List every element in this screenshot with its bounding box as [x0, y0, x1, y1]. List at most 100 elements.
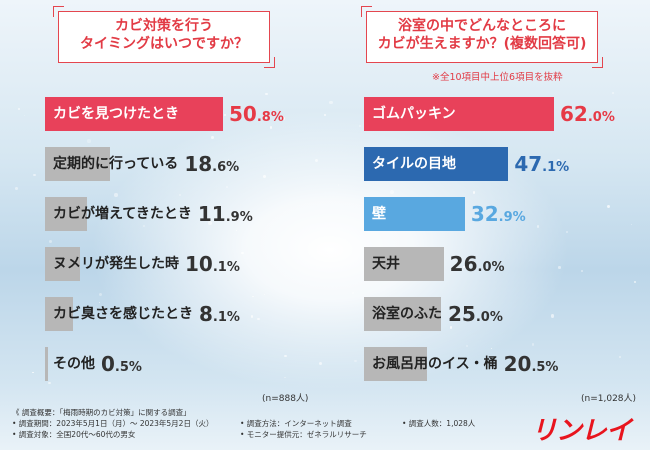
right-bar-value-0: 62.0%	[560, 97, 615, 135]
sparkle-decoration	[618, 355, 622, 359]
sparkle-decoration	[211, 136, 215, 139]
right-chart-title: 浴室の中でどんなところに カビが生えますか？(複数回答可)	[361, 6, 603, 68]
right-bar-value-5: 20.5%	[504, 347, 559, 385]
sparkle-decoration	[536, 225, 539, 228]
sparkle-decoration	[241, 251, 244, 255]
sparkle-decoration	[160, 210, 163, 214]
sparkle-decoration	[236, 230, 238, 232]
left-bar-value-dec-2: .9%	[225, 210, 253, 225]
sparkle-decoration	[606, 204, 611, 209]
right-bar-value-4: 25.0%	[448, 297, 503, 335]
left-bar-value-5: 0.5%	[101, 347, 142, 385]
right-bar-value-int-3: 26	[449, 252, 478, 276]
right-bar-value-int-0: 62	[560, 102, 588, 126]
sparkle-decoration	[17, 108, 20, 111]
sparkle-decoration	[389, 190, 394, 194]
right-bar-3	[364, 247, 444, 281]
sparkle-decoration	[15, 187, 19, 190]
sparkle-decoration	[612, 92, 614, 94]
left-bar-value-dec-1: .6%	[212, 160, 240, 175]
left-bar-value-0: 50.8%	[229, 97, 284, 135]
left-bar-value-dec-4: .1%	[212, 310, 240, 325]
sparkle-decoration	[224, 113, 227, 116]
right-bar-label-5: お風呂用のイス・桶	[372, 356, 498, 372]
footer-provider: • モニター提供元：ゼネラルリサーチ	[240, 430, 367, 439]
left-chart-title: カビ対策を行う タイミングはいつですか？	[53, 6, 275, 68]
rinrei-logo: リンレイ	[531, 416, 632, 446]
sparkle-decoration	[282, 116, 286, 120]
right-bar-value-dec-2: .9%	[498, 210, 526, 225]
sparkle-decoration	[463, 266, 465, 268]
left-bar-label-0: カビを見つけたとき	[53, 106, 179, 122]
left-bar-value-dec-0: .8%	[256, 110, 284, 125]
sparkle-decoration	[550, 314, 555, 318]
right-bar-value-int-5: 20	[503, 352, 532, 376]
sparkle-decoration	[151, 312, 154, 315]
sparkle-decoration	[324, 113, 327, 116]
sparkle-decoration	[269, 126, 273, 129]
left-bar-value-int-1: 18	[184, 152, 213, 176]
left-bar-value-1: 18.6%	[184, 147, 239, 185]
sparkle-decoration	[87, 139, 91, 143]
sparkle-decoration	[358, 124, 362, 128]
left-bar-value-dec-5: .5%	[114, 360, 142, 375]
right-bar-value-1: 47.1%	[514, 147, 569, 185]
left-bar-1	[45, 147, 111, 181]
sparkle-decoration	[178, 193, 182, 197]
left-title-line-2: タイミングはいつですか？	[80, 36, 248, 52]
right-bar-label-3: 天井	[372, 256, 400, 272]
left-title-line-1: カビ対策を行う	[115, 18, 213, 34]
left-sample-size: (n=888人)	[262, 394, 309, 404]
left-bar-value-4: 8.1%	[199, 297, 240, 335]
left-bar-value-int-5: 0	[101, 352, 115, 376]
sparkle-decoration	[284, 376, 286, 379]
sparkle-decoration	[101, 258, 105, 262]
right-bar-value-3: 26.0%	[450, 247, 505, 285]
sparkle-decoration	[329, 100, 334, 105]
sparkle-decoration	[472, 191, 476, 194]
left-bar-3	[45, 247, 81, 281]
sparkle-decoration	[630, 223, 633, 226]
right-bar-5	[364, 347, 427, 381]
left-bar-value-int-0: 50	[229, 102, 257, 126]
right-bar-value-dec-4: .0%	[475, 310, 503, 325]
sparkle-decoration	[314, 158, 319, 163]
footer-count: • 調査人数：1,028人	[402, 419, 476, 428]
left-bar-value-int-3: 10	[185, 252, 213, 276]
right-bar-value-dec-0: .0%	[587, 110, 615, 125]
sparkle-decoration	[142, 207, 146, 210]
sparkle-decoration	[352, 291, 355, 294]
left-bar-label-3: ヌメリが発生した時	[53, 256, 179, 272]
right-chart-note: ※全10項目中上位6項目を抜粋	[432, 72, 563, 83]
right-bar-value-int-4: 25	[448, 302, 476, 326]
left-bar-label-2: カビが増えてきたとき	[53, 206, 192, 222]
left-bar-value-dec-3: .1%	[212, 260, 240, 275]
left-bar-5	[45, 347, 48, 381]
left-bar-value-int-4: 8	[199, 302, 213, 326]
sparkle-decoration	[225, 186, 228, 189]
sparkle-decoration	[257, 317, 260, 321]
right-bar-value-int-2: 32	[470, 202, 499, 226]
sparkle-decoration	[32, 371, 34, 374]
sparkle-decoration	[251, 295, 254, 298]
sparkle-decoration	[565, 231, 568, 233]
sparkle-decoration	[98, 302, 100, 304]
sparkle-decoration	[33, 173, 36, 177]
sparkle-decoration	[580, 269, 583, 272]
right-bar-label-0: ゴムパッキン	[372, 106, 456, 122]
right-bar-2	[364, 197, 465, 231]
right-title-line-1: 浴室の中でどんなところに	[398, 18, 566, 34]
right-bar-0	[364, 97, 554, 131]
left-bar-2	[45, 197, 87, 231]
left-bar-label-4: カビ臭さを感じたとき	[53, 306, 193, 322]
sparkle-decoration	[227, 159, 229, 161]
right-bar-value-int-1: 47	[514, 152, 543, 176]
right-bar-1	[364, 147, 509, 181]
right-bar-label-2: 壁	[372, 206, 386, 222]
left-bar-0	[45, 97, 223, 131]
right-bar-label-4: 浴室のふた	[372, 306, 442, 322]
right-bar-value-dec-1: .1%	[542, 160, 570, 175]
left-bar-label-1: 定期的に行っている	[53, 156, 179, 172]
sparkle-decoration	[531, 342, 535, 346]
sparkle-decoration	[143, 225, 145, 227]
